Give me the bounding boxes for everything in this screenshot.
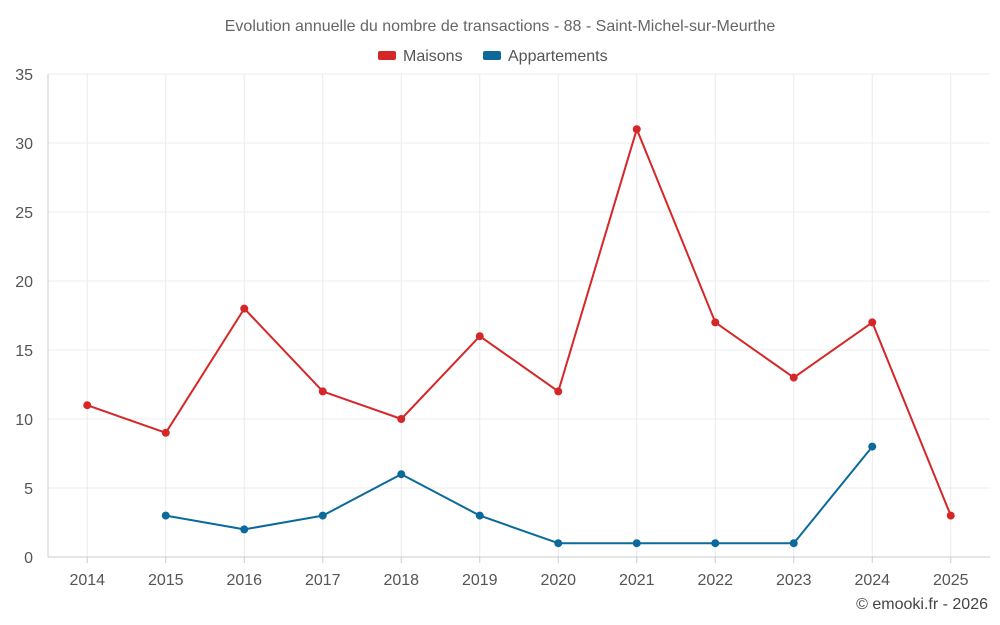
data-point-appartements-2018[interactable] xyxy=(397,470,406,479)
data-point-appartements-2023[interactable] xyxy=(789,539,798,548)
x-tick-label-2016: 2016 xyxy=(226,572,262,589)
legend-item-appartements[interactable]: Appartements xyxy=(483,48,608,65)
series-line-appartements xyxy=(165,445,874,545)
data-point-appartements-2020[interactable] xyxy=(554,539,563,548)
grid xyxy=(47,73,990,558)
x-tick-label-2021: 2021 xyxy=(619,572,655,589)
data-point-maisons-2025[interactable] xyxy=(946,511,955,520)
y-tick-label-25: 25 xyxy=(15,205,33,222)
x-tick-label-2025: 2025 xyxy=(933,572,969,589)
y-tick-label-0: 0 xyxy=(24,550,33,567)
series xyxy=(83,125,955,548)
legend-item-maisons[interactable]: Maisons xyxy=(378,48,463,65)
series-line-maisons xyxy=(86,128,952,516)
x-tick-label-2023: 2023 xyxy=(776,572,812,589)
data-point-appartements-2017[interactable] xyxy=(318,511,327,520)
legend-swatch-maisons xyxy=(378,51,396,60)
data-point-maisons-2018[interactable] xyxy=(397,415,406,423)
credit-text: © emooki.fr - 2026 xyxy=(856,596,988,613)
data-point-appartements-2016[interactable] xyxy=(240,525,249,534)
data-point-maisons-2021[interactable] xyxy=(632,125,641,134)
data-point-maisons-2016[interactable] xyxy=(240,304,249,313)
x-tick-label-2020: 2020 xyxy=(540,572,576,589)
x-tick-label-2017: 2017 xyxy=(305,572,341,589)
legend-swatch-appartements xyxy=(483,51,501,60)
data-point-appartements-2015[interactable] xyxy=(161,511,170,520)
data-point-maisons-2015[interactable] xyxy=(161,428,170,437)
y-tick-label-10: 10 xyxy=(15,412,33,429)
data-point-maisons-2024[interactable] xyxy=(868,318,877,327)
y-tick-label-5: 5 xyxy=(24,481,33,498)
data-point-maisons-2014[interactable] xyxy=(83,401,92,410)
y-tick-label-30: 30 xyxy=(15,136,33,153)
x-tick-label-2014: 2014 xyxy=(69,572,105,589)
data-point-maisons-2017[interactable] xyxy=(318,387,327,396)
data-point-maisons-2022[interactable] xyxy=(711,318,720,327)
legend-label-appartements: Appartements xyxy=(508,48,608,65)
legend: Maisons Appartements xyxy=(378,48,608,65)
x-tick-label-2019: 2019 xyxy=(462,572,498,589)
data-point-maisons-2020[interactable] xyxy=(554,387,563,396)
y-axis: 0 5 10 15 20 25 30 35 xyxy=(15,67,33,567)
chart-title: Evolution annuelle du nombre de transact… xyxy=(225,18,776,35)
data-point-appartements-2021[interactable] xyxy=(632,539,641,548)
data-point-appartements-2019[interactable] xyxy=(475,511,484,520)
y-tick-label-15: 15 xyxy=(15,343,33,360)
x-tick-label-2022: 2022 xyxy=(697,572,733,589)
legend-label-maisons: Maisons xyxy=(403,48,463,65)
data-point-maisons-2019[interactable] xyxy=(475,332,484,341)
x-tick-label-2018: 2018 xyxy=(383,572,419,589)
x-tick-label-2015: 2015 xyxy=(148,572,184,589)
data-point-maisons-2023[interactable] xyxy=(789,373,798,382)
y-tick-label-35: 35 xyxy=(15,67,33,84)
data-point-appartements-2024[interactable] xyxy=(868,442,877,451)
y-tick-label-20: 20 xyxy=(15,274,33,291)
data-point-appartements-2022[interactable] xyxy=(711,539,720,548)
x-axis: 2014 2015 2016 2017 2018 2019 2020 2021 2022 2023… xyxy=(69,557,969,589)
x-tick-label-2024: 2024 xyxy=(854,572,890,589)
